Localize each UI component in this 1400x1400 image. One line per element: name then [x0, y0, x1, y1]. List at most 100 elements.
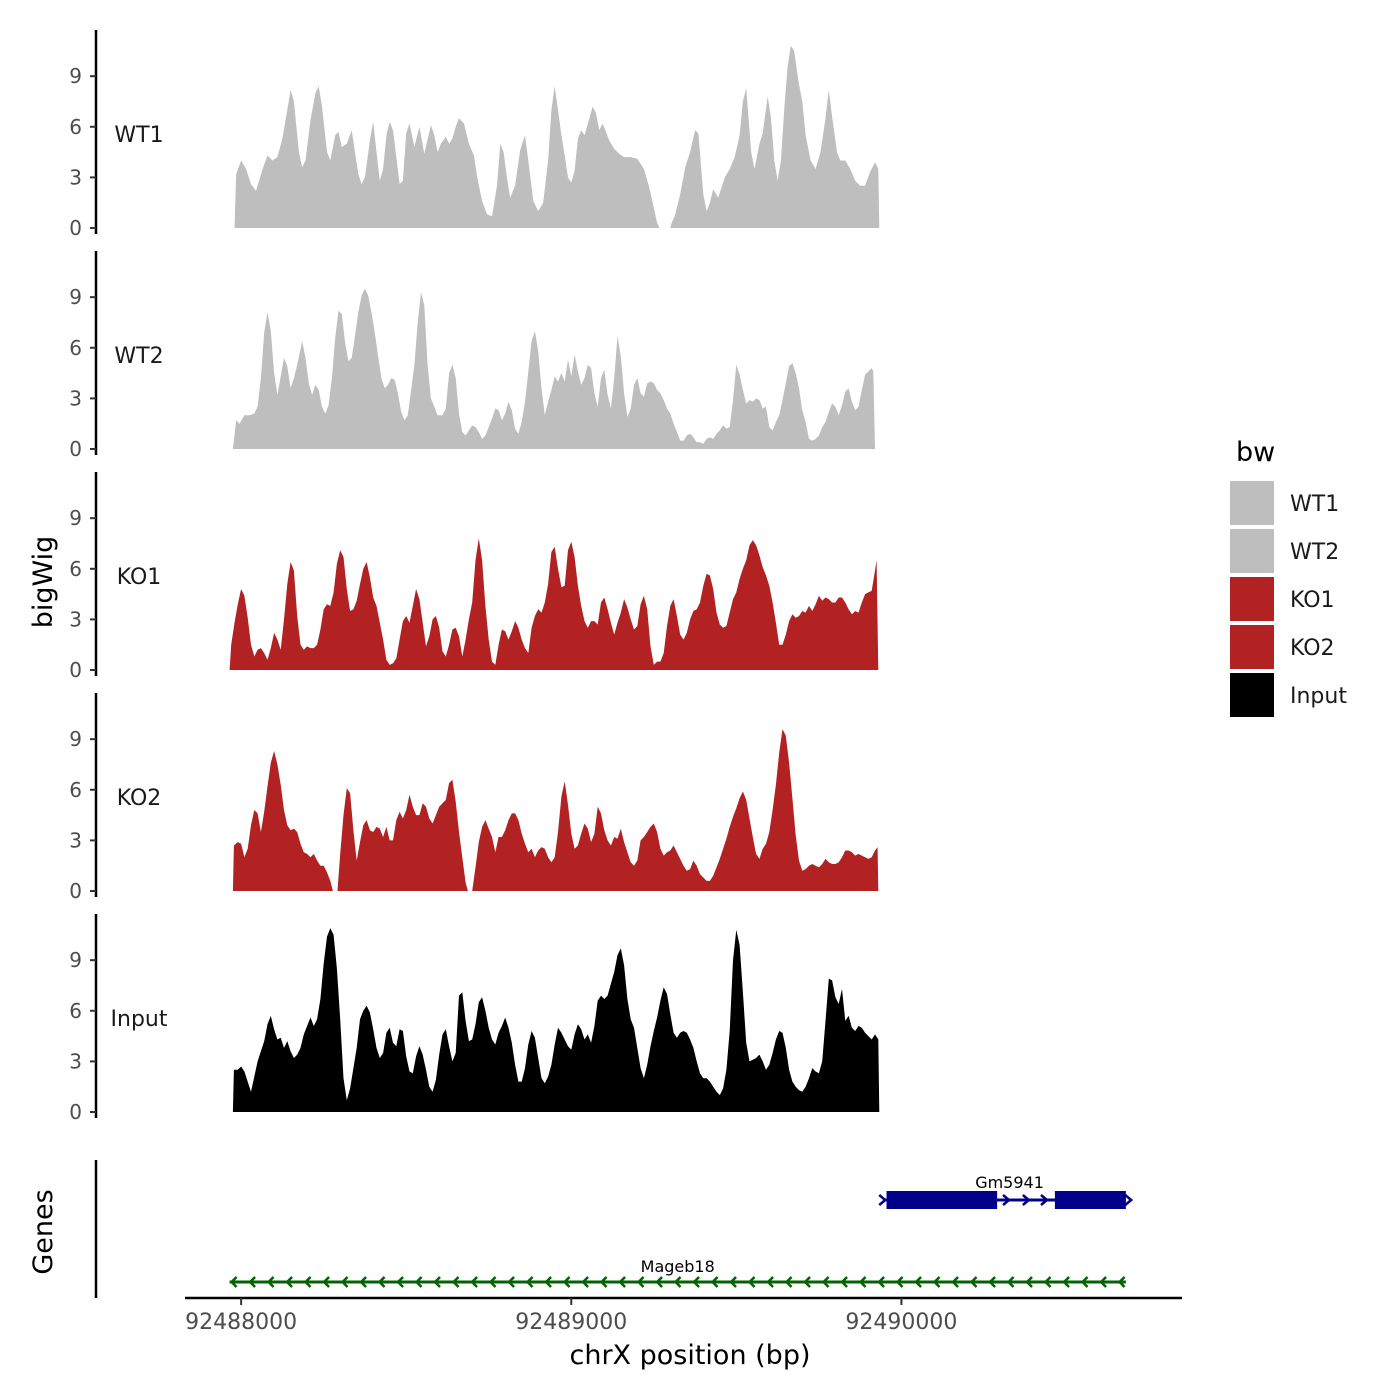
track-label: KO1: [117, 565, 162, 590]
area-wt1: [234, 45, 880, 228]
y-tick-label: 0: [69, 437, 82, 461]
strand-arrow: [1062, 1276, 1070, 1288]
strand-arrow: [451, 1276, 460, 1288]
strand-arrow: [248, 1276, 256, 1288]
y-tick-label: 9: [69, 727, 82, 751]
strand-arrow: [266, 1276, 275, 1288]
genes-panel: Gm5941 Mageb18 92488000 92489000 92490000: [94, 1160, 1182, 1335]
strand-arrow: [710, 1276, 719, 1288]
strand-arrow: [377, 1276, 386, 1288]
y-tick-label: 0: [69, 216, 82, 240]
strand-arrow: [599, 1276, 608, 1288]
strand-arrow: [581, 1276, 589, 1288]
y-axis-title: bigWig: [28, 536, 59, 629]
strand-arrow: [322, 1276, 330, 1288]
strand-arrow: [878, 1194, 888, 1206]
strand-arrow: [932, 1276, 941, 1288]
track-label: Input: [111, 1007, 168, 1032]
legend-title: bw: [1236, 437, 1275, 468]
y-tick-label: 3: [69, 607, 82, 631]
strand-arrow: [562, 1276, 571, 1288]
y-tick-label: 9: [69, 506, 82, 530]
legend-swatch: [1230, 673, 1274, 717]
strand-arrow: [285, 1276, 293, 1288]
strand-arrow: [636, 1276, 645, 1288]
strand-arrow: [1025, 1276, 1033, 1288]
y-tick-label: 6: [69, 336, 82, 360]
strand-arrow: [988, 1276, 996, 1288]
legend-label: WT1: [1290, 492, 1339, 517]
x-axis-title: chrX position (bp): [569, 1340, 810, 1371]
strand-arrow: [840, 1276, 848, 1288]
strand-arrow: [1080, 1276, 1089, 1288]
legend-swatch: [1230, 625, 1274, 669]
strand-arrow: [858, 1276, 867, 1288]
x-tick-label: 92488000: [185, 1310, 297, 1335]
strand-arrow: [1117, 1276, 1126, 1288]
track-wt1: 0 3 6 9 WT1: [69, 30, 880, 240]
strand-arrow: [544, 1276, 552, 1288]
strand-arrow: [784, 1276, 793, 1288]
genes-axis-title: Genes: [28, 1189, 59, 1274]
strand-arrow: [340, 1276, 349, 1288]
strand-arrow: [655, 1276, 663, 1288]
strand-arrow: [396, 1276, 404, 1288]
y-tick-label: 6: [69, 557, 82, 581]
y-tick-label: 9: [69, 285, 82, 309]
area-ko2: [232, 729, 879, 891]
y-tick-label: 3: [69, 386, 82, 410]
track-ko1: 0 3 6 9 KO1: [69, 472, 879, 682]
strand-arrow: [525, 1276, 534, 1288]
strand-arrow: [303, 1276, 312, 1288]
strand-arrow: [229, 1276, 238, 1288]
x-tick-label: 92489000: [515, 1310, 627, 1335]
strand-arrow: [914, 1276, 922, 1288]
area-input: [232, 928, 880, 1112]
strand-arrow: [1022, 1194, 1031, 1206]
strand-arrow: [673, 1276, 682, 1288]
strand-arrow: [433, 1276, 441, 1288]
track-input: 0 3 6 9 Input: [69, 914, 880, 1124]
strand-arrow: [359, 1276, 367, 1288]
strand-arrow: [618, 1276, 626, 1288]
track-label: WT2: [114, 344, 163, 369]
y-tick-label: 3: [69, 828, 82, 852]
y-tick-label: 6: [69, 115, 82, 139]
strand-arrow: [821, 1276, 830, 1288]
strand-arrow: [507, 1276, 515, 1288]
strand-arrow: [766, 1276, 774, 1288]
gene-mageb18: Mageb18: [229, 1257, 1126, 1288]
legend-item-input: Input: [1230, 673, 1347, 717]
y-tick-label: 6: [69, 778, 82, 802]
y-tick-label: 0: [69, 658, 82, 682]
strand-arrow: [969, 1276, 978, 1288]
strand-arrow: [488, 1276, 497, 1288]
area-ko1: [229, 538, 879, 670]
legend-swatch: [1230, 577, 1274, 621]
legend: bw WT1 WT2 KO1 KO2 Input: [1230, 437, 1347, 717]
x-tick-label: 92490000: [845, 1310, 957, 1335]
legend-item-ko2: KO2: [1230, 625, 1335, 669]
track-wt2: 0 3 6 9 WT2: [69, 251, 875, 461]
strand-arrow: [895, 1276, 904, 1288]
gene-exon: [886, 1191, 998, 1209]
legend-item-wt1: WT1: [1230, 481, 1339, 525]
track-label: KO2: [117, 786, 162, 811]
strand-arrow: [877, 1276, 885, 1288]
signal-tracks: 0 3 6 9 WT1 0 3 6 9 WT2 0 3 6 9 KO1 0 3 6 9 KO2 0 3 6 9 Input: [69, 30, 880, 1124]
legend-item-ko1: KO1: [1230, 577, 1335, 621]
strand-arrow: [1040, 1194, 1049, 1206]
strand-arrow: [414, 1276, 423, 1288]
y-tick-label: 3: [69, 165, 82, 189]
gene-label: Gm5941: [975, 1173, 1044, 1192]
strand-arrow: [692, 1276, 700, 1288]
y-tick-label: 9: [69, 64, 82, 88]
track-label: WT1: [114, 123, 163, 148]
y-tick-label: 0: [69, 879, 82, 903]
strand-arrow: [747, 1276, 756, 1288]
strand-arrow: [1099, 1276, 1107, 1288]
y-tick-label: 6: [69, 999, 82, 1023]
legend-swatch: [1230, 481, 1274, 525]
legend-swatch: [1230, 529, 1274, 573]
